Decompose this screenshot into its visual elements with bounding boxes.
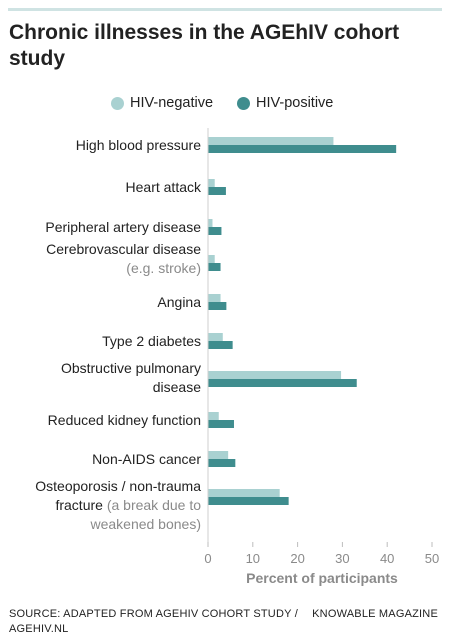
- bar-hiv-negative-3: [208, 219, 213, 227]
- x-tick-label-20: 20: [290, 551, 304, 566]
- x-tick-label-0: 0: [204, 551, 211, 566]
- bar-hiv-positive-7: [208, 379, 357, 387]
- bar-hiv-positive-1: [208, 145, 397, 153]
- category-label-10: Osteoporosis / non-trauma fracture (a bre…: [35, 478, 201, 532]
- bar-hiv-negative-4: [208, 255, 215, 263]
- category-label-9: Non-AIDS cancer: [92, 451, 201, 467]
- top-rule: [8, 8, 442, 11]
- legend-item-hiv-positive: HIV-positive: [237, 95, 333, 111]
- legend: HIV-negative HIV-positive: [0, 95, 450, 115]
- x-tick-label-50: 50: [425, 551, 439, 566]
- bar-hiv-negative-2: [208, 179, 215, 187]
- x-axis-title: Percent of participants: [246, 570, 398, 586]
- bar-hiv-negative-6: [208, 333, 223, 341]
- legend-item-hiv-negative: HIV-negative: [111, 95, 213, 111]
- bar-hiv-negative-7: [208, 371, 342, 379]
- bar-hiv-positive-9: [208, 459, 236, 467]
- bar-hiv-positive-6: [208, 341, 233, 349]
- bar-hiv-positive-2: [208, 187, 226, 195]
- bar-hiv-positive-8: [208, 420, 234, 428]
- legend-swatch-hiv-positive: [237, 96, 250, 110]
- category-label-8: Reduced kidney function: [48, 412, 201, 428]
- x-tick-label-10: 10: [246, 551, 260, 566]
- bar-hiv-negative-8: [208, 412, 219, 420]
- chart-title: Chronic illnesses in the AGEhIV cohort s…: [9, 21, 400, 70]
- bar-hiv-negative-10: [208, 489, 280, 497]
- bar-hiv-positive-10: [208, 497, 289, 505]
- category-label-1: High blood pressure: [76, 137, 202, 153]
- legend-swatch-hiv-negative: [111, 96, 124, 110]
- category-label-2: Heart attack: [126, 179, 202, 195]
- bar-hiv-negative-5: [208, 294, 221, 302]
- bar-hiv-negative-9: [208, 451, 229, 459]
- source-note: SOURCE: ADAPTED FROM AGEHIV COHORT STUDY…: [9, 608, 298, 635]
- bar-hiv-positive-5: [208, 302, 227, 310]
- category-label-4: Cerebrovascular disease (e.g. stroke): [46, 241, 201, 276]
- x-tick-label-30: 30: [335, 551, 349, 566]
- legend-label-hiv-positive: HIV-positive: [256, 95, 334, 111]
- x-tick-label-40: 40: [380, 551, 394, 566]
- category-label-3: Peripheral artery disease: [45, 219, 201, 235]
- bar-hiv-positive-3: [208, 227, 222, 235]
- category-label-5: Angina: [157, 294, 201, 310]
- category-label-6: Type 2 diabetes: [102, 333, 201, 349]
- bar-hiv-positive-4: [208, 263, 221, 271]
- category-label-7: Obstructive pulmonary disease: [61, 360, 201, 395]
- bar-hiv-negative-1: [208, 137, 334, 145]
- legend-label-hiv-negative: HIV-negative: [130, 95, 214, 111]
- publisher-credit: KNOWABLE MAGAZINE: [312, 608, 438, 620]
